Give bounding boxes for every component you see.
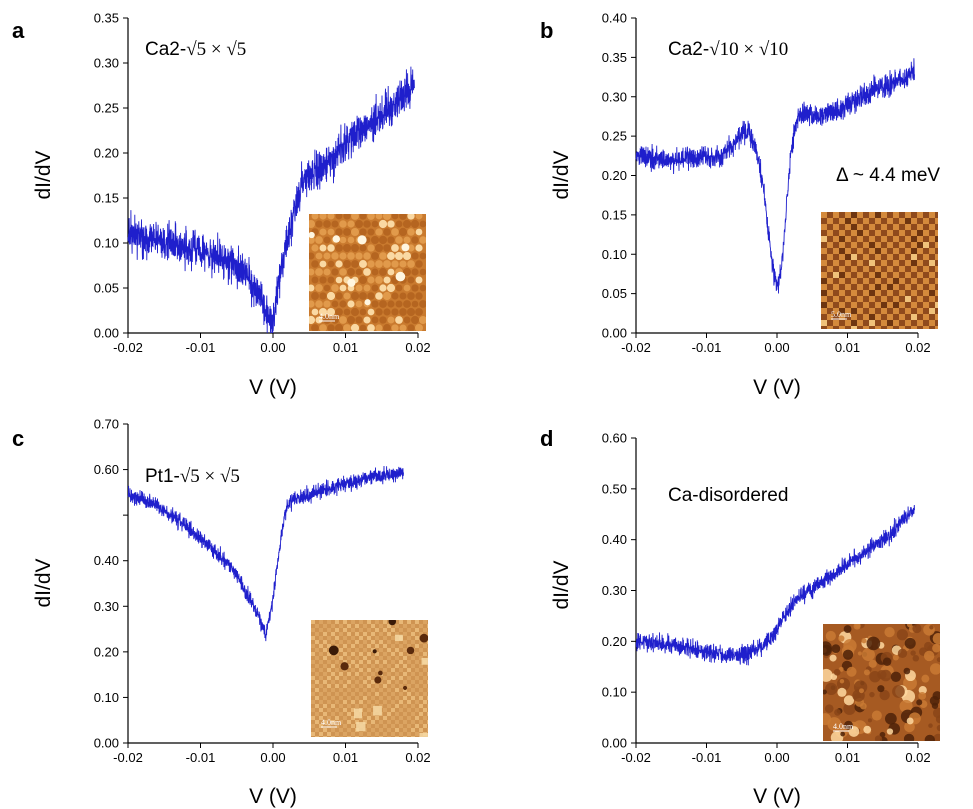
stm-inset-image: 5.0nm <box>821 212 938 329</box>
y-tick-label: 0.35 <box>94 11 119 26</box>
y-tick-label: 0.50 <box>602 481 627 496</box>
stm-inset-image: 4.0nm <box>311 620 428 737</box>
panel-c: c 0.00 0.10 0.20 0.30 0.40 0.60 0.70 -0.02 -0.01 0… <box>12 417 431 809</box>
y-tick-label: 0.05 <box>602 286 627 301</box>
spectrum-line <box>127 66 415 334</box>
y-axis-label: dI/dV <box>32 558 55 607</box>
y-tick-label: 0.20 <box>94 146 119 161</box>
panel-letter: c <box>12 426 24 451</box>
panel-label: Ca2-√5 × √5 <box>145 39 246 60</box>
y-tick-label: 0.15 <box>94 191 119 206</box>
y-axis-label: dI/dV <box>32 150 55 199</box>
spectrum-line <box>127 465 404 642</box>
x-axis-label: V (V) <box>249 785 297 808</box>
stm-inset-image: 4.0nm <box>823 624 940 741</box>
panel-letter: b <box>540 18 553 43</box>
x-tick-label: 0.02 <box>405 340 430 355</box>
x-tick-label: 0.01 <box>333 340 358 355</box>
y-tick-label: 0.00 <box>94 736 119 751</box>
y-tick-label: 0.60 <box>94 462 119 477</box>
panel-a: a 0.00 0.05 0.10 0.15 0.20 0.25 0.30 0.35 -0.02 -0… <box>12 11 431 400</box>
y-tick-label: 0.40 <box>94 553 119 568</box>
y-tick-label: 0.30 <box>94 56 119 71</box>
y-tick-label: 0.25 <box>94 101 119 116</box>
y-tick-label: 0.10 <box>94 690 119 705</box>
x-tick-label: 0.01 <box>835 750 860 765</box>
y-tick-label: 0.05 <box>94 281 119 296</box>
x-tick-label: -0.01 <box>692 750 722 765</box>
scalebar-label: 4.0nm <box>319 312 340 321</box>
y-tick-label: 0.60 <box>602 431 627 446</box>
y-tick-label: 0.35 <box>602 50 627 65</box>
spectrum-line <box>635 58 915 294</box>
y-tick-label: 0.15 <box>602 207 627 222</box>
x-tick-label: 0.00 <box>764 750 789 765</box>
x-tick-label: -0.02 <box>621 750 651 765</box>
panel-letter: a <box>12 18 25 43</box>
y-tick-label: 0.10 <box>602 685 627 700</box>
x-tick-label: -0.02 <box>621 340 651 355</box>
x-tick-label: -0.01 <box>186 750 216 765</box>
y-tick-label: 0.20 <box>94 644 119 659</box>
panel-label: Pt1-√5 × √5 <box>145 466 240 487</box>
panel-b: b 0.00 0.05 0.10 0.15 0.20 0.25 0.30 0.35 0.40 -0.… <box>540 11 940 400</box>
panel-label: Ca2-√10 × √10 <box>668 39 788 60</box>
y-tick-label: 0.00 <box>602 736 627 751</box>
x-tick-label: 0.01 <box>333 750 358 765</box>
y-tick-label: 0.40 <box>602 11 627 26</box>
y-tick-label: 0.10 <box>602 247 627 262</box>
x-tick-label: -0.02 <box>113 340 143 355</box>
scalebar-label: 4.0nm <box>833 722 854 731</box>
x-tick-label: 0.02 <box>905 750 930 765</box>
spectrum-line <box>635 504 915 666</box>
y-tick-label: 0.00 <box>94 326 119 341</box>
scalebar-label: 4.0nm <box>321 718 342 727</box>
x-tick-label: 0.00 <box>764 340 789 355</box>
y-tick-label: 0.20 <box>602 168 627 183</box>
panel-annotation: Δ ~ 4.4 meV <box>836 165 940 186</box>
y-axis-label: dI/dV <box>550 560 573 609</box>
y-tick-label: 0.00 <box>602 326 627 341</box>
y-tick-label: 0.40 <box>602 532 627 547</box>
x-axis-label: V (V) <box>753 376 801 399</box>
stm-inset-image: 4.0nm <box>309 214 426 331</box>
x-tick-label: 0.02 <box>405 750 430 765</box>
y-axis-label: dI/dV <box>550 150 573 199</box>
x-tick-label: 0.00 <box>260 340 285 355</box>
x-tick-label: -0.02 <box>113 750 143 765</box>
y-tick-label: 0.30 <box>602 89 627 104</box>
panel-annotation: Ca-disordered <box>668 485 788 506</box>
y-tick-label: 0.30 <box>94 599 119 614</box>
y-tick-label: 0.25 <box>602 129 627 144</box>
x-tick-label: -0.01 <box>186 340 216 355</box>
x-tick-label: 0.01 <box>835 340 860 355</box>
x-tick-label: 0.02 <box>905 340 930 355</box>
y-tick-label: 0.10 <box>94 236 119 251</box>
y-tick-label: 0.70 <box>94 417 119 432</box>
x-axis-label: V (V) <box>249 376 297 399</box>
y-tick-label: 0.20 <box>602 634 627 649</box>
panel-d: d 0.00 0.10 0.20 0.30 0.40 0.50 0.60 -0.02 -0.01 0… <box>540 426 940 808</box>
scalebar-label: 5.0nm <box>831 310 852 319</box>
x-axis-label: V (V) <box>753 785 801 808</box>
x-tick-label: -0.01 <box>692 340 722 355</box>
y-tick-label: 0.30 <box>602 583 627 598</box>
panel-letter: d <box>540 426 553 451</box>
x-tick-label: 0.00 <box>260 750 285 765</box>
